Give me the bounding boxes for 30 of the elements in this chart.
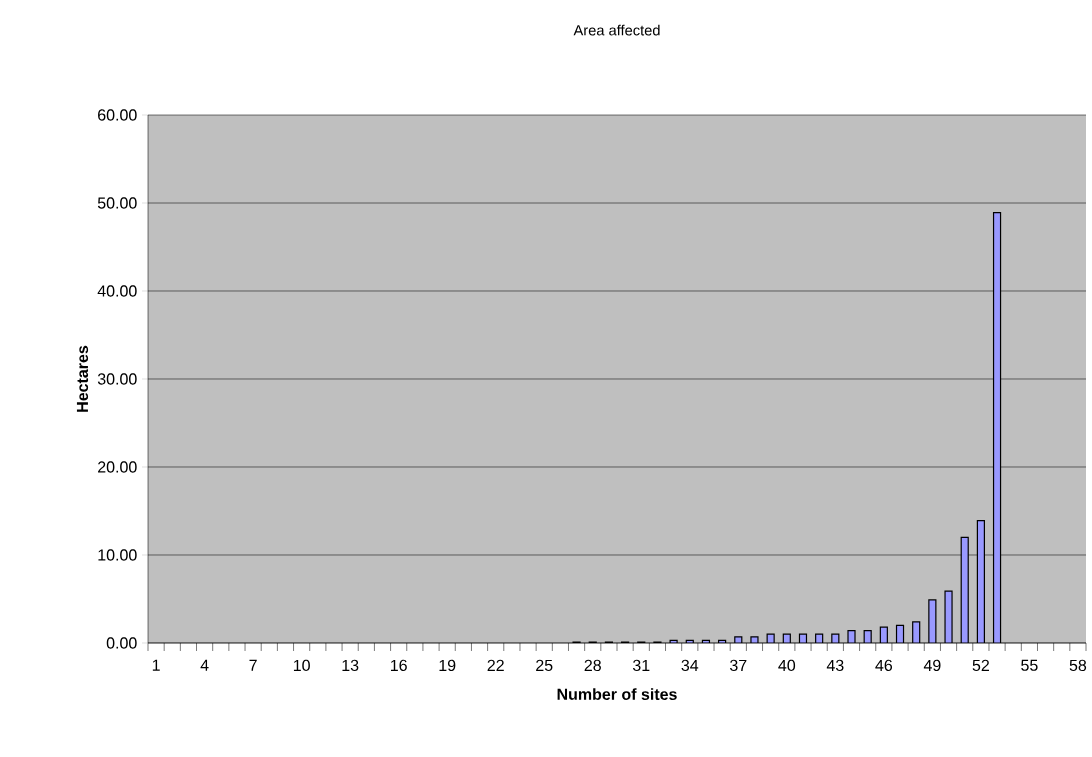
x-axis-title: Number of sites xyxy=(557,688,677,700)
y-tick-label: 40.00 xyxy=(97,285,137,297)
y-tick-label: 10.00 xyxy=(98,549,137,561)
x-tick-label: 58 xyxy=(1069,659,1087,672)
x-tick-label: 34 xyxy=(681,659,699,672)
x-tick-label: 1 xyxy=(152,659,160,671)
y-tick-label: 20.00 xyxy=(98,461,137,473)
x-tick-label: 22 xyxy=(487,659,504,671)
y-tick-label: 50.00 xyxy=(97,197,137,209)
x-tick-label: 40 xyxy=(778,659,796,672)
y-axis-title: Hectares xyxy=(76,345,89,412)
x-tick-label: 43 xyxy=(826,659,844,672)
y-tick-label: 0.00 xyxy=(106,637,137,649)
x-tick-label: 19 xyxy=(439,659,456,672)
x-tick-label: 52 xyxy=(972,659,989,672)
x-tick-label: 16 xyxy=(390,659,407,672)
x-tick-label: 55 xyxy=(1021,659,1038,671)
x-tick-label: 13 xyxy=(342,659,359,672)
chart-title: Area affected xyxy=(573,24,660,36)
x-tick-label: 28 xyxy=(584,659,601,672)
y-tick-label: 30.00 xyxy=(97,373,137,385)
x-tick-label: 49 xyxy=(923,659,941,672)
x-tick-label: 10 xyxy=(293,659,310,672)
x-tick-label: 37 xyxy=(730,659,747,672)
y-tick-label: 60.00 xyxy=(98,109,137,121)
x-tick-label: 4 xyxy=(200,659,209,671)
x-tick-label: 46 xyxy=(875,659,893,672)
x-tick-label: 31 xyxy=(632,659,650,672)
x-tick-label: 7 xyxy=(249,659,257,671)
x-tick-label: 25 xyxy=(536,659,553,672)
